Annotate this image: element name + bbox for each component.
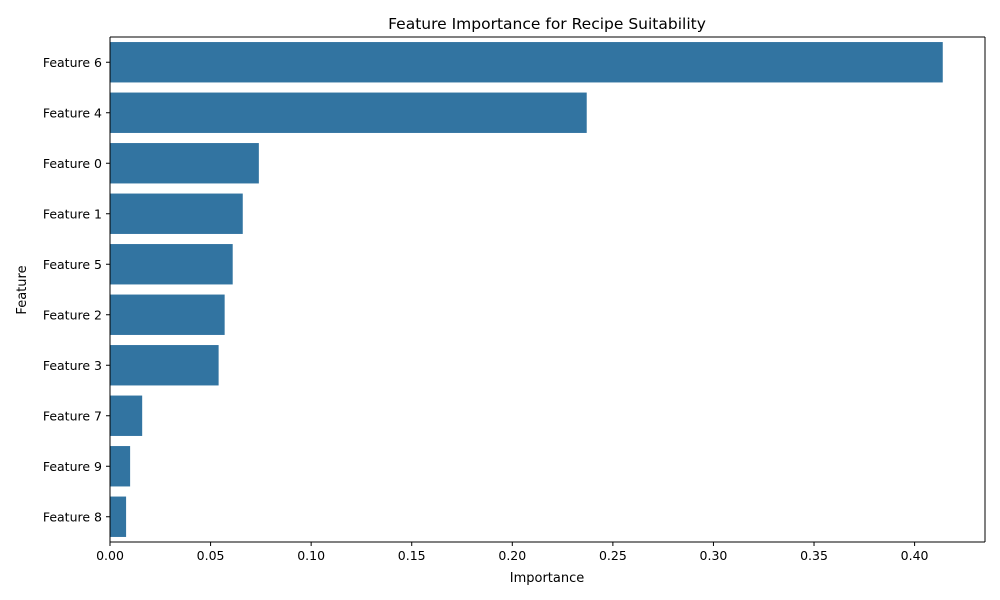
x-tick-label: 0.35 (800, 548, 828, 563)
bar-feature-8 (110, 496, 127, 537)
y-axis-label: Feature (15, 265, 30, 314)
y-tick-label: Feature 8 (43, 509, 102, 524)
x-tick-label: 0.15 (398, 548, 426, 563)
axis-spines (109, 36, 986, 543)
bar-feature-3 (110, 345, 219, 386)
y-tick-label: Feature 0 (43, 156, 102, 171)
bar-feature-2 (110, 294, 225, 335)
x-tick-label: 0.10 (297, 548, 325, 563)
chart-title: Feature Importance for Recipe Suitabilit… (388, 15, 706, 33)
x-tick-label: 0.00 (96, 548, 124, 563)
x-tick-label: 0.25 (599, 548, 627, 563)
bar-feature-1 (110, 193, 243, 234)
bar-feature-6 (110, 42, 943, 83)
bar-feature-9 (110, 446, 131, 487)
x-tick-label: 0.40 (901, 548, 929, 563)
y-tick-label: Feature 5 (43, 257, 102, 272)
y-tick-label: Feature 9 (43, 459, 102, 474)
y-tick-label: Feature 6 (43, 55, 102, 70)
x-axis-ticks: 0.00 0.05 0.10 0.15 0.20 0.25 0.30 0.35 0.40 (96, 542, 929, 563)
bars-group (110, 42, 943, 537)
x-tick-label: 0.20 (498, 548, 526, 563)
x-tick-label: 0.30 (700, 548, 728, 563)
bar-feature-0 (110, 143, 259, 184)
x-tick-label: 0.05 (197, 548, 225, 563)
y-tick-label: Feature 3 (43, 358, 102, 373)
y-tick-label: Feature 7 (43, 408, 102, 423)
y-tick-label: Feature 2 (43, 307, 102, 322)
y-axis-ticks: Feature 6 Feature 4 Feature 0 Feature 1 Feat… (43, 55, 110, 524)
bar-feature-7 (110, 395, 143, 436)
y-tick-label: Feature 4 (43, 105, 102, 120)
bar-feature-4 (110, 92, 587, 133)
y-tick-label: Feature 1 (43, 206, 102, 221)
bar-feature-5 (110, 244, 233, 285)
x-axis-label: Importance (510, 571, 585, 586)
